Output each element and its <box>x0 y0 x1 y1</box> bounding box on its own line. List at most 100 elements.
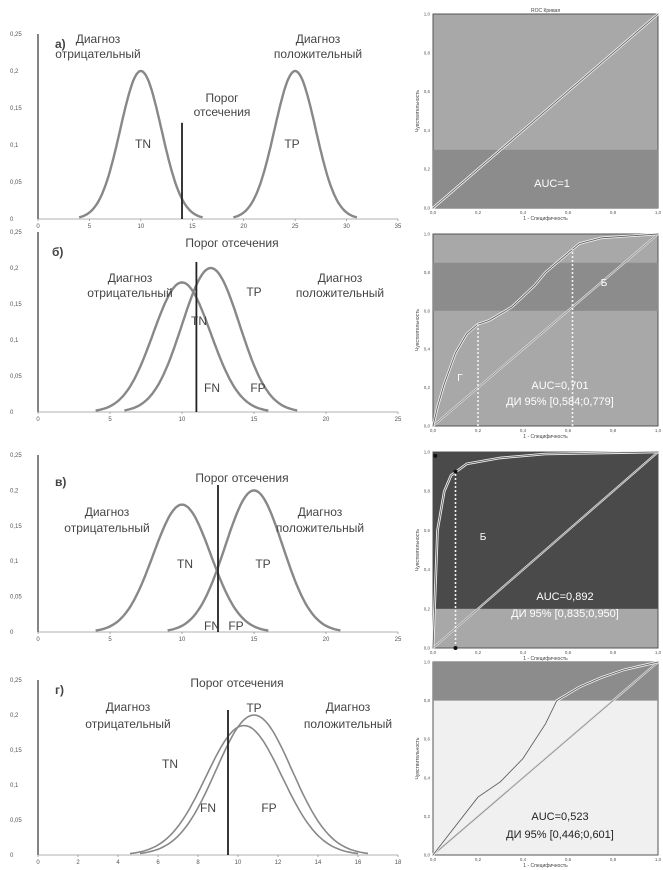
y-tick-label: 0,05 <box>10 374 22 380</box>
x-tick-label: 20 <box>323 637 330 643</box>
roc-x-tick-label: 0,4 <box>520 210 527 215</box>
roc-threshold-point <box>453 469 458 474</box>
y-tick-label: 0,25 <box>10 678 22 684</box>
x-tick-label: 16 <box>355 860 362 866</box>
roc-x-tick-label: 0,2 <box>475 210 482 215</box>
roc-y-tick-label: 0,8 <box>424 270 431 275</box>
y-tick-label: 0,25 <box>10 230 22 236</box>
y-tick-label: 0,2 <box>10 713 19 719</box>
roc-y-tick-label: 0,6 <box>424 89 431 94</box>
label-pos: Диагноз <box>296 32 341 46</box>
roc-y-tick-label: 1,0 <box>424 660 431 665</box>
label-neg: Диагноз <box>85 505 130 519</box>
distribution-curve <box>124 266 298 412</box>
y-tick-label: 0,15 <box>10 524 22 530</box>
panel-letter: г) <box>55 683 64 697</box>
label-pos: положительный <box>296 286 384 300</box>
roc-x-tick-label: 0,0 <box>430 428 437 433</box>
roc-x-tick-label: 0,2 <box>475 857 482 862</box>
roc-x-tick-label: 0,2 <box>475 428 482 433</box>
roc-panel-1: ROC Кривая 1 - Специфичность Чувствительно… <box>415 8 662 222</box>
roc-y-tick-label: 0,2 <box>424 814 431 819</box>
label-neg: Диагноз <box>108 271 153 285</box>
roc-y-tick-label: 0,8 <box>424 698 431 703</box>
roc-curve <box>432 661 659 856</box>
roc-y-tick-label: 0,0 <box>424 424 431 429</box>
label-cutoff: Порог отсечения <box>185 236 278 250</box>
label-fp: FP <box>250 381 265 395</box>
x-tick-label: 20 <box>240 224 247 230</box>
label-pos: Диагноз <box>298 505 343 519</box>
roc-y-axis-label: Чувствительность <box>415 90 421 132</box>
roc-auc-text: AUC=0,892 <box>536 591 593 603</box>
roc-y-tick-label: 1,0 <box>424 450 431 455</box>
roc-diagonal-inner <box>432 661 659 856</box>
label-neg: отрицательный <box>85 717 170 731</box>
x-tick-label: 5 <box>108 417 112 423</box>
roc-threshold-point <box>453 646 458 650</box>
label-fn: FN <box>204 381 220 395</box>
roc-panel-4: 1 - Специфичность Чувствительность 0,0 0,2 0… <box>415 660 662 870</box>
roc-auc-text: ДИ 95% [0,584;0,779] <box>506 396 614 408</box>
distribution-panel-a: 0 0,05 0,1 0,15 0,2 0,25 0 5 10 15 20 25 30 35 а) Диагн… <box>10 32 402 230</box>
x-tick-label: 25 <box>395 637 402 643</box>
y-tick-label: 0 <box>10 217 14 223</box>
roc-y-tick-label: 0,6 <box>424 737 431 742</box>
roc-x-axis-label: 1 - Специфичность <box>523 863 568 869</box>
roc-y-tick-label: 0,4 <box>424 775 431 780</box>
roc-diagonal-inner <box>432 451 659 649</box>
roc-y-tick-label: 0,4 <box>424 347 431 352</box>
distribution-panel-b: 00,050,10,150,20,250 5 10 15 20 25б)Диагнозот… <box>10 230 402 423</box>
label-fn: FN <box>200 801 216 815</box>
roc-point-mark: Г <box>457 373 463 384</box>
panel-letter: б) <box>52 245 63 259</box>
label-pos: положительный <box>304 717 392 731</box>
distribution-curve <box>95 281 269 412</box>
y-tick-label: 0,1 <box>10 143 19 149</box>
x-tick-label: 6 <box>156 860 160 866</box>
roc-x-tick-label: 0,0 <box>430 857 437 862</box>
x-tick-label: 0 <box>36 224 40 230</box>
y-tick-label: 0,1 <box>10 338 19 344</box>
x-tick-label: 10 <box>235 860 242 866</box>
x-tick-label: 14 <box>315 860 322 866</box>
label-pos: положительный <box>276 521 364 535</box>
label-fn: FN <box>204 619 220 633</box>
x-tick-label: 10 <box>179 637 186 643</box>
roc-x-tick-label: 0,6 <box>565 650 572 655</box>
y-tick-label: 0,1 <box>10 783 19 789</box>
x-tick-label: 15 <box>251 637 258 643</box>
roc-title: ROC Кривая <box>531 8 560 14</box>
roc-x-tick-label: 0,6 <box>565 857 572 862</box>
roc-curve <box>432 233 659 427</box>
roc-x-axis-label: 1 - Специфичность <box>523 656 568 662</box>
y-tick-label: 0,15 <box>10 106 22 112</box>
roc-x-tick-label: 0,4 <box>520 650 527 655</box>
roc-y-tick-label: 0,4 <box>424 567 431 572</box>
label-cutoff: Порог <box>205 91 239 105</box>
roc-y-tick-label: 0,2 <box>424 606 431 611</box>
roc-y-tick-label: 0,0 <box>424 206 431 211</box>
y-tick-label: 0,05 <box>10 180 22 186</box>
roc-x-tick-label: 1,0 <box>655 428 662 433</box>
roc-y-axis-label: Чувствительность <box>415 529 421 571</box>
roc-x-tick-label: 1,0 <box>655 650 662 655</box>
y-tick-label: 0,25 <box>10 32 22 38</box>
label-fp: FP <box>228 619 243 633</box>
roc-x-tick-label: 0,8 <box>610 650 617 655</box>
label-cutoff: Порог отсечения <box>190 676 283 690</box>
distribution-curve <box>129 724 359 855</box>
y-tick-label: 0,15 <box>10 748 22 754</box>
x-tick-label: 25 <box>292 224 299 230</box>
roc-x-tick-label: 1,0 <box>655 210 662 215</box>
x-tick-label: 18 <box>395 860 402 866</box>
y-tick-label: 0,05 <box>10 818 22 824</box>
roc-y-tick-label: 0,8 <box>424 50 431 55</box>
roc-x-tick-label: 0,6 <box>565 210 572 215</box>
roc-x-axis-label: 1 - Специфичность <box>523 434 568 440</box>
roc-x-tick-label: 0,8 <box>610 428 617 433</box>
roc-diagonal-inner <box>432 233 659 427</box>
label-fp: FP <box>261 801 276 815</box>
roc-band <box>433 662 658 701</box>
label-pos: Диагноз <box>318 271 363 285</box>
